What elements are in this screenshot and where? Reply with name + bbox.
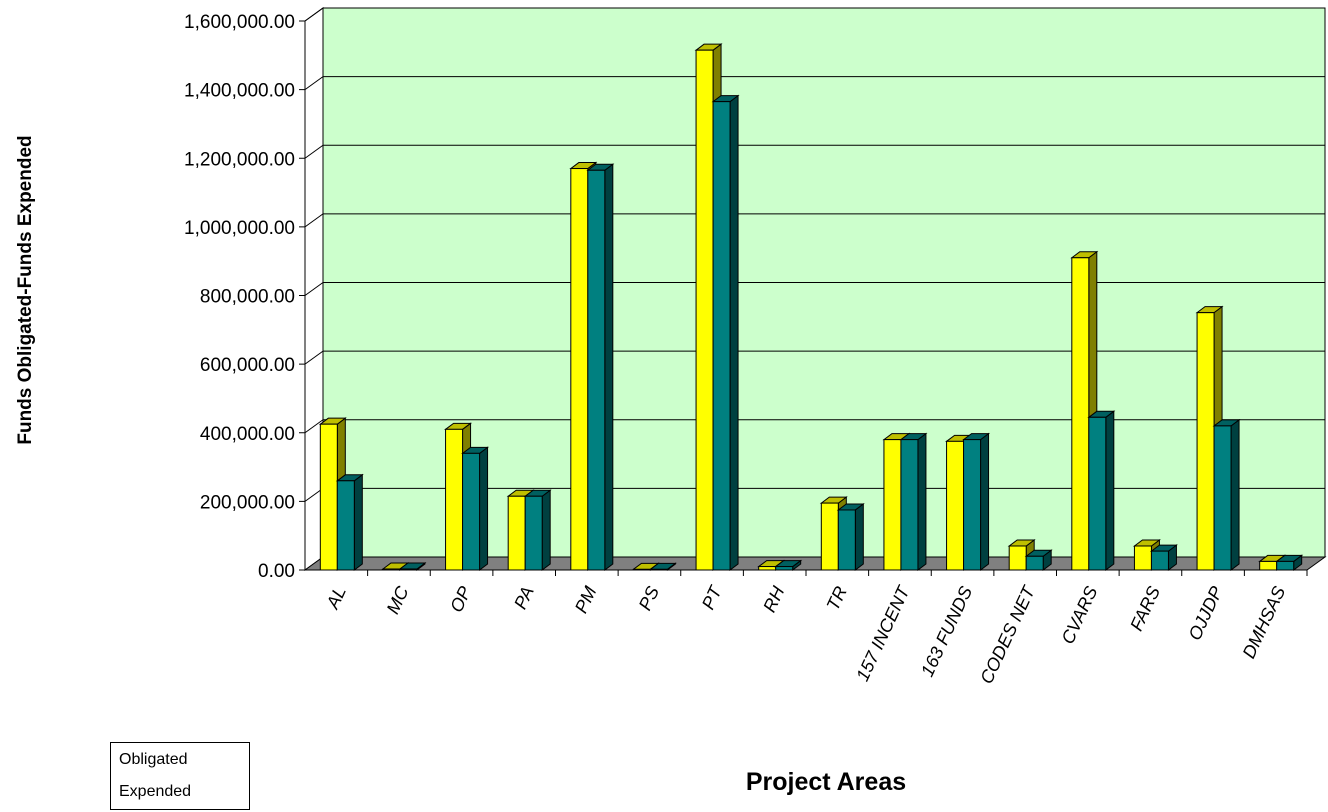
x-tick-label: 163 FUNDS xyxy=(917,583,976,679)
gridline-side xyxy=(304,350,324,365)
bar-front xyxy=(570,168,589,571)
gridline-side xyxy=(304,76,324,91)
legend: Obligated Expended xyxy=(110,742,250,810)
gridline-side xyxy=(304,7,324,22)
y-tick-label: 800,000.00 xyxy=(200,287,295,308)
x-tick-label: PA xyxy=(510,583,538,612)
bar-front xyxy=(399,568,418,571)
y-tick-label: 1,200,000.00 xyxy=(184,149,295,170)
bar-front xyxy=(695,49,714,571)
bar-front xyxy=(649,568,668,571)
bar-expended-tr xyxy=(836,502,865,571)
bar-expended-mc xyxy=(398,561,427,571)
bar-front xyxy=(319,423,338,571)
bars xyxy=(318,43,1304,571)
x-tick-label: CODES NET xyxy=(976,581,1039,686)
bar-expended-pa xyxy=(523,489,552,571)
bar-expended-157-incent xyxy=(899,432,928,571)
bar-side xyxy=(854,502,864,571)
y-tick-label: 600,000.00 xyxy=(200,355,295,376)
bar-expended-ps xyxy=(648,562,677,571)
bar-front xyxy=(946,440,965,571)
y-axis-title: Funds Obligated-Funds Expended xyxy=(15,135,36,444)
bar-front xyxy=(758,566,777,571)
y-tick-label: 200,000.00 xyxy=(200,492,295,513)
x-tick-label: PM xyxy=(571,583,601,616)
bar-expended-codes-net xyxy=(1024,549,1053,571)
bar-front xyxy=(1213,425,1232,571)
legend-item-obligated: Obligated xyxy=(119,751,188,768)
x-tick-label: OJJDP xyxy=(1184,583,1226,643)
x-tick-label: AL xyxy=(322,583,350,612)
y-tick-label: 0.00 xyxy=(258,561,295,582)
bar-front xyxy=(1196,312,1215,571)
y-tick-label: 1,400,000.00 xyxy=(184,81,295,102)
bar-front xyxy=(775,566,794,571)
x-tick-label: PT xyxy=(698,581,727,612)
y-tick-label: 1,600,000.00 xyxy=(184,12,295,33)
bar-side xyxy=(353,473,363,571)
bar-front xyxy=(1276,560,1295,571)
bar-expended-fars xyxy=(1149,544,1178,571)
bar-front xyxy=(712,101,731,571)
bar-expended-pt xyxy=(711,94,740,571)
bar-front xyxy=(1150,550,1169,571)
bar-side xyxy=(917,432,927,571)
bar-front xyxy=(963,439,982,571)
bar-side xyxy=(729,94,739,571)
bar-front xyxy=(632,568,651,571)
bar-expended-al xyxy=(335,473,364,571)
x-tick-label: FARS xyxy=(1126,583,1164,634)
x-tick-label: 157 INCENT xyxy=(852,581,914,684)
y-tick-label: 1,000,000.00 xyxy=(184,218,295,239)
bar-front xyxy=(462,452,481,571)
bar-expended-pm xyxy=(586,163,615,571)
x-tick-label: RH xyxy=(759,582,789,615)
bar-front xyxy=(336,480,355,571)
x-tick-label: CVARS xyxy=(1058,583,1102,647)
bar-front xyxy=(1259,560,1278,571)
bar-front xyxy=(507,495,526,571)
bar-front xyxy=(1071,257,1090,571)
bar-expended-163-funds xyxy=(962,432,991,571)
gridline-side xyxy=(304,282,324,296)
bar-front xyxy=(900,439,919,571)
bar-expended-ojjdp xyxy=(1212,418,1241,571)
bar-expended-rh xyxy=(774,559,803,571)
x-tick-label: DMHSAS xyxy=(1239,583,1290,661)
bar-front xyxy=(820,502,839,571)
bar-side xyxy=(1105,410,1115,571)
bar-front xyxy=(382,568,401,571)
bar-side xyxy=(1230,418,1240,571)
bar-front xyxy=(524,495,543,571)
bar-front xyxy=(445,428,464,571)
bar-expended-dmhsas xyxy=(1275,554,1304,571)
x-tick-label: PS xyxy=(635,583,663,613)
bar-front xyxy=(1008,545,1027,571)
bar-front xyxy=(1133,545,1152,571)
bar-front xyxy=(837,509,856,571)
bar-expended-op xyxy=(461,446,490,571)
x-axis-title: Project Areas xyxy=(746,768,906,796)
x-tick-label: TR xyxy=(823,583,851,613)
gridline-side xyxy=(304,213,324,228)
bar-side xyxy=(980,432,990,571)
bar-front xyxy=(1025,555,1044,571)
y-tick-label: 400,000.00 xyxy=(200,424,295,445)
legend-item-expended: Expended xyxy=(119,783,192,800)
x-tick-label: MC xyxy=(383,582,413,617)
bar-side xyxy=(604,163,614,571)
x-tick-label: OP xyxy=(446,583,475,615)
bar-front xyxy=(587,169,606,571)
bar-front xyxy=(1088,416,1107,571)
bar-side xyxy=(479,446,489,571)
plot-area xyxy=(299,7,1327,576)
gridline-side xyxy=(304,419,324,434)
bar-expended-cvars xyxy=(1087,410,1116,571)
bar-front xyxy=(883,439,902,571)
bar-side xyxy=(541,489,551,571)
gridline-side xyxy=(304,144,324,159)
